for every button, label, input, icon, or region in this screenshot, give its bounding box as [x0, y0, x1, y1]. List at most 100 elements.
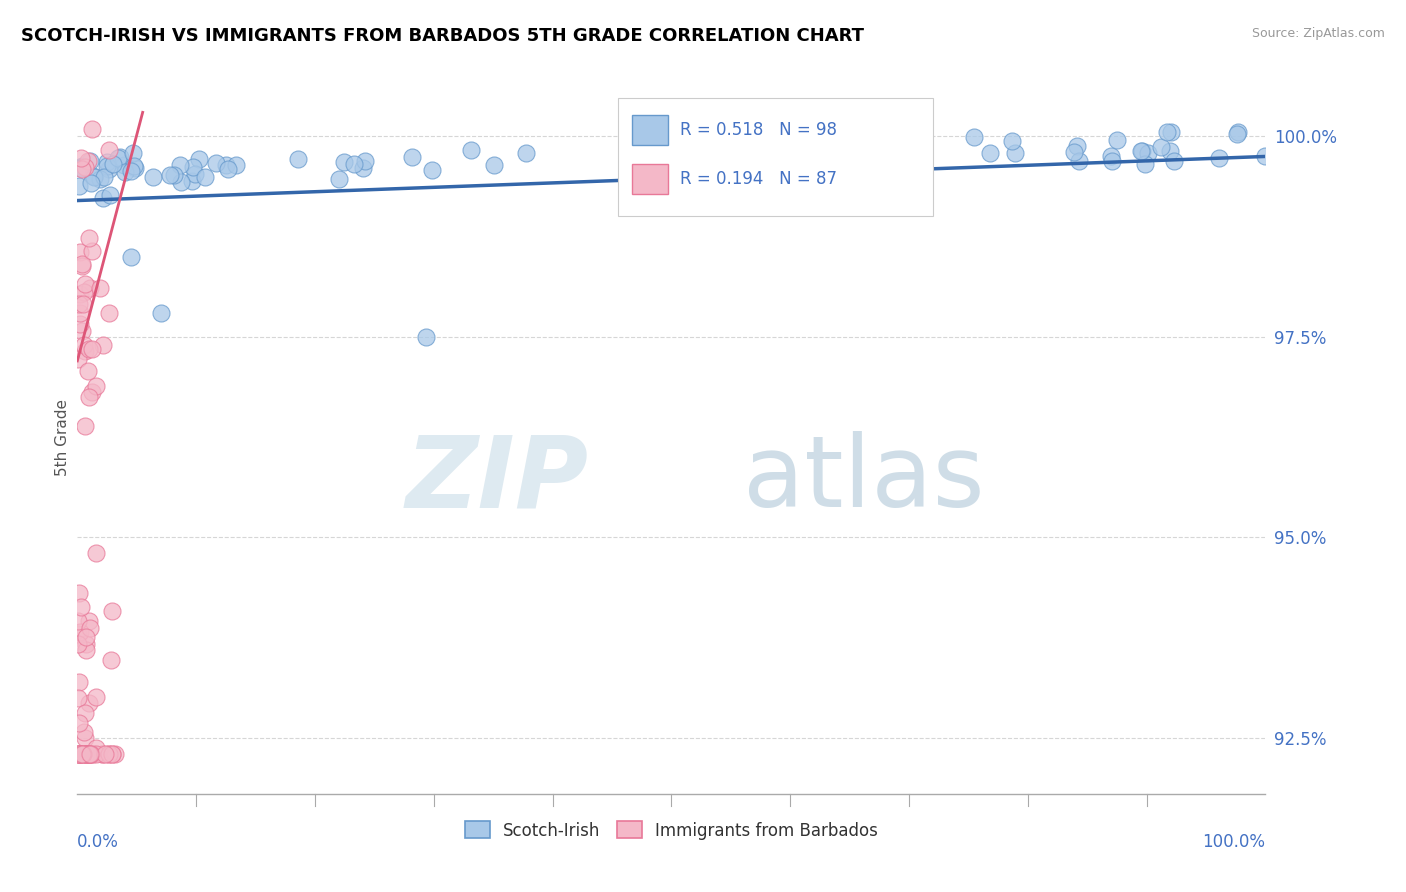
Point	[73, 724, 96, 739]
Point	[894, 152, 917, 166]
Point	[352, 161, 374, 176]
Point	[77, 696, 100, 710]
Point	[67, 178, 90, 193]
Point	[77, 747, 100, 761]
Point	[1150, 140, 1173, 154]
Point	[633, 157, 655, 171]
Point	[73, 338, 96, 352]
Point	[67, 716, 90, 731]
Point	[67, 586, 90, 600]
Point	[75, 637, 97, 651]
Point	[98, 187, 121, 202]
Point	[124, 161, 146, 175]
Point	[1133, 157, 1156, 171]
Point	[97, 306, 120, 320]
Point	[91, 747, 114, 761]
Text: atlas: atlas	[742, 432, 984, 528]
Point	[482, 158, 505, 172]
Point	[73, 277, 96, 292]
Point	[1105, 133, 1128, 147]
FancyBboxPatch shape	[633, 164, 668, 194]
Point	[67, 747, 90, 761]
Point	[121, 145, 143, 160]
Point	[90, 747, 112, 761]
Point	[80, 385, 103, 400]
Point	[98, 144, 121, 158]
Point	[851, 156, 873, 170]
Point	[77, 364, 100, 378]
Point	[101, 747, 124, 761]
Point	[98, 747, 121, 761]
Point	[332, 154, 354, 169]
Point	[112, 158, 135, 172]
Point	[77, 390, 100, 404]
Point	[80, 176, 103, 190]
Point	[170, 175, 193, 189]
Point	[120, 163, 142, 178]
Point	[460, 143, 482, 157]
Point	[709, 132, 731, 146]
Point	[120, 250, 142, 264]
Point	[80, 343, 103, 357]
Point	[80, 747, 103, 761]
Point	[159, 169, 181, 183]
Point	[163, 168, 186, 182]
Point	[1001, 134, 1024, 148]
Point	[184, 167, 207, 181]
Point	[69, 287, 91, 301]
Point	[1130, 144, 1153, 158]
Point	[96, 159, 118, 173]
Point	[70, 160, 93, 174]
Point	[420, 163, 443, 178]
Point	[1129, 144, 1152, 158]
Point	[79, 621, 101, 635]
Point	[73, 419, 96, 434]
Point	[72, 296, 94, 310]
Point	[73, 160, 96, 174]
Text: SCOTCH-IRISH VS IMMIGRANTS FROM BARBADOS 5TH GRADE CORRELATION CHART: SCOTCH-IRISH VS IMMIGRANTS FROM BARBADOS…	[21, 27, 865, 45]
Point	[107, 151, 129, 165]
Point	[1063, 145, 1085, 159]
Point	[75, 642, 97, 657]
Point	[76, 153, 98, 168]
Point	[67, 674, 90, 689]
Point	[69, 317, 91, 331]
Point	[1066, 139, 1088, 153]
Point	[89, 172, 111, 186]
Point	[979, 145, 1001, 160]
Point	[79, 747, 101, 761]
Point	[634, 153, 657, 168]
Point	[77, 614, 100, 628]
Point	[72, 747, 94, 761]
Point	[82, 244, 104, 258]
Point	[79, 747, 101, 761]
Point	[100, 653, 122, 667]
Text: 0.0%: 0.0%	[77, 833, 120, 851]
Point	[183, 160, 205, 174]
Point	[1227, 125, 1250, 139]
Point	[84, 741, 107, 756]
Point	[72, 259, 94, 273]
Point	[169, 158, 191, 172]
Point	[181, 174, 204, 188]
Point	[70, 161, 93, 176]
Point	[69, 625, 91, 640]
Point	[67, 690, 90, 705]
Point	[93, 169, 115, 184]
Point	[110, 150, 132, 164]
Point	[84, 379, 107, 393]
Point	[70, 161, 93, 175]
Point	[69, 747, 91, 761]
Point	[73, 706, 96, 720]
Point	[735, 166, 758, 180]
Point	[73, 731, 96, 745]
Point	[205, 155, 228, 169]
Point	[77, 747, 100, 761]
Point	[72, 747, 94, 761]
Point	[76, 747, 98, 761]
Point	[1226, 127, 1249, 141]
Point	[1254, 149, 1277, 163]
Point	[963, 129, 986, 144]
Point	[415, 330, 437, 344]
Point	[217, 161, 239, 176]
